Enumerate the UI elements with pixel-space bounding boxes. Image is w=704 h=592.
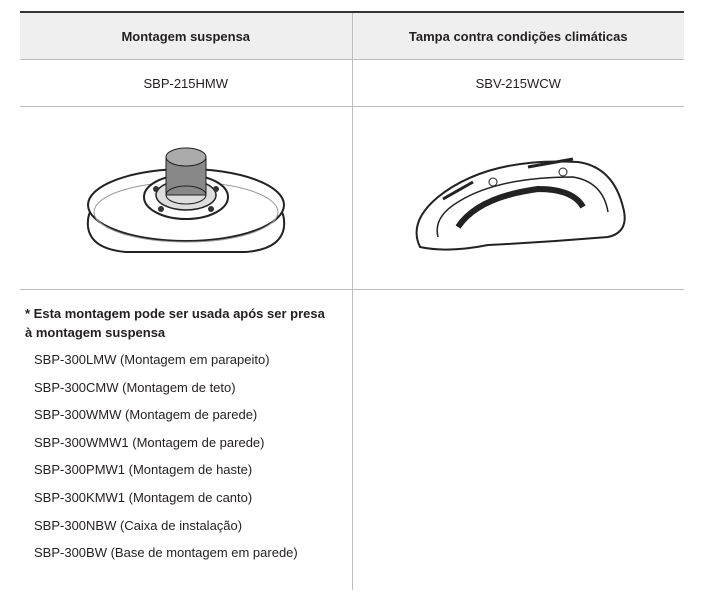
item: SBP-300LMW (Montagem em parapeito) <box>34 352 270 367</box>
weather-cover-image <box>415 157 626 251</box>
item: SBP-300PMW1 (Montagem de haste) <box>34 462 253 478</box>
item: SBP-300WMW (Montagem de parede) <box>34 407 258 423</box>
header-cell: Montagem suspensa <box>20 11 352 60</box>
note: * Esta montagem pode ser usada após ser … <box>25 306 325 340</box>
item: SBP-300NBW (Caixa de instalação) <box>34 517 243 533</box>
model-cell: SBP-215HMW <box>20 59 353 107</box>
item-list: SBP-300LMW (Montagem em parapeito) SBP-30… <box>20 346 352 567</box>
item: SBP-300BW (Base de montagem em parede) <box>34 545 298 561</box>
item: SBP-300WMW1 (Montagem de parede) <box>34 434 265 450</box>
item: SBP-300CMW (Montagem de teto) <box>34 379 236 395</box>
note-cell: * Esta montagem pode ser usada após ser … <box>20 289 353 590</box>
accessory-table: Montagem suspensa Tampa contra condições… <box>20 11 684 590</box>
header-cell: Tampa contra condições climáticas <box>351 11 684 60</box>
item: SBP-300KMW1 (Montagem de canto) <box>34 489 253 505</box>
model-cell: SBV-215WCW <box>351 59 684 107</box>
empty-cell <box>351 289 684 590</box>
image-cell <box>20 106 353 290</box>
hanging-mount-image <box>86 147 285 253</box>
image-cell <box>351 106 684 290</box>
